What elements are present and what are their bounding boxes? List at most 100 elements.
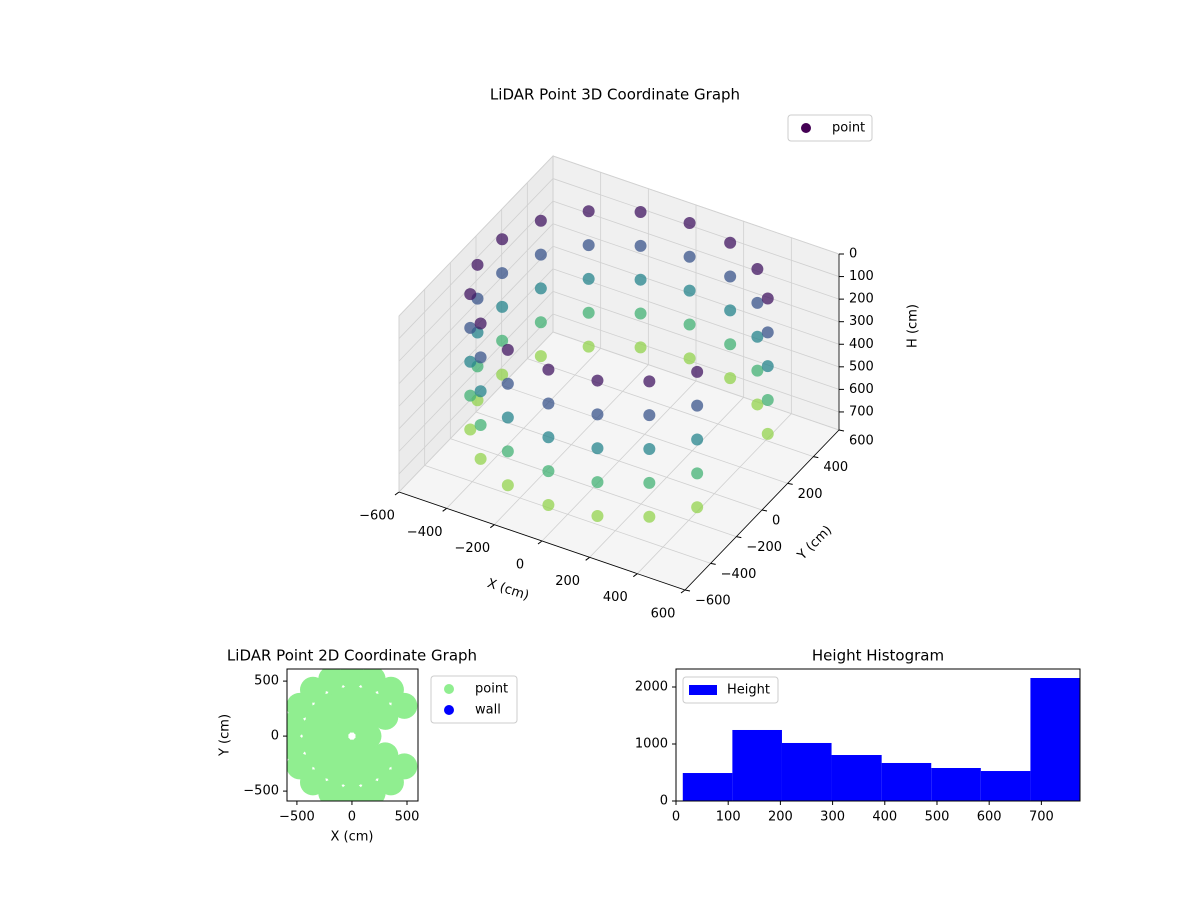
y-tick-label: −600 — [695, 594, 731, 609]
grid-line — [552, 178, 840, 277]
point — [643, 409, 656, 422]
z-tick-label: 100 — [849, 269, 874, 284]
bar — [881, 762, 932, 801]
point — [691, 399, 704, 412]
legend-marker — [444, 705, 454, 715]
legend-box — [682, 676, 779, 704]
point — [761, 360, 774, 373]
point — [582, 306, 595, 319]
point — [691, 501, 704, 514]
point — [501, 377, 514, 390]
point — [287, 692, 313, 719]
x-tick-label: 200 — [555, 574, 580, 589]
bar — [732, 729, 782, 801]
point — [359, 669, 386, 693]
axis-line — [398, 491, 686, 591]
tick-mark — [585, 556, 590, 561]
point — [287, 712, 306, 739]
axes-frame — [286, 668, 419, 802]
point — [464, 288, 477, 301]
z-tick-label: 500 — [849, 359, 874, 374]
point — [501, 343, 514, 356]
tick-mark — [394, 491, 400, 496]
grid-line — [552, 268, 840, 368]
point — [542, 431, 555, 444]
y-tick-label: 200 — [798, 487, 823, 502]
point — [534, 316, 547, 329]
point — [724, 304, 737, 317]
legend-marker — [689, 685, 717, 695]
point — [534, 350, 547, 363]
point — [496, 233, 509, 246]
point — [761, 427, 774, 440]
y-tick-label: 1000 — [635, 737, 668, 752]
point — [372, 742, 399, 769]
point — [582, 272, 595, 285]
point — [501, 479, 514, 492]
point — [724, 338, 737, 351]
x-tick-label: 200 — [768, 810, 793, 825]
legend-label: wall — [475, 703, 501, 718]
point — [591, 509, 604, 522]
z-tick-label: 600 — [849, 382, 874, 397]
grid-line — [475, 411, 763, 511]
bar — [831, 755, 882, 801]
point — [634, 341, 647, 354]
x-tick-label: 0 — [348, 810, 356, 825]
point — [751, 263, 764, 276]
point — [534, 214, 547, 227]
point — [643, 443, 656, 456]
legend-label: point — [475, 682, 508, 697]
x-tick-label: −400 — [407, 525, 443, 540]
point — [542, 397, 555, 410]
x-tick-label: −200 — [454, 541, 490, 556]
x-tick-label: 500 — [395, 810, 420, 825]
point — [474, 351, 487, 364]
chart-title: Height Histogram — [812, 647, 944, 665]
legend-box — [787, 114, 873, 142]
z-tick-label: 400 — [849, 337, 874, 352]
point — [724, 236, 737, 249]
z-axis-label: H (cm) — [906, 304, 921, 348]
x-tick-label: 400 — [872, 810, 897, 825]
grid-line — [398, 178, 554, 339]
x-tick-label: 600 — [651, 607, 676, 622]
tick-mark — [838, 429, 845, 432]
point — [496, 368, 509, 381]
y-axis-label: Y (cm) — [218, 714, 233, 757]
point — [634, 205, 647, 218]
tick-mark — [761, 509, 768, 512]
point — [591, 374, 604, 387]
point — [683, 352, 696, 365]
y-tick-label: 600 — [849, 434, 874, 449]
bar — [980, 771, 1031, 801]
point — [591, 476, 604, 489]
tick-mark — [680, 589, 686, 594]
tick-mark — [813, 456, 819, 459]
grid-line — [552, 331, 840, 431]
y-axis-label: Y (cm) — [794, 523, 835, 564]
grid-line — [450, 438, 737, 538]
grid-line — [398, 155, 554, 317]
x-tick-label: 600 — [977, 810, 1002, 825]
grid-line — [424, 464, 711, 564]
point — [391, 753, 418, 780]
x-tick-label: 500 — [925, 810, 950, 825]
point — [582, 239, 595, 252]
point — [591, 442, 604, 455]
point — [683, 250, 696, 263]
point — [542, 499, 555, 511]
point — [724, 270, 737, 283]
point — [496, 334, 509, 347]
point — [724, 372, 737, 385]
chart-title: LiDAR Point 3D Coordinate Graph — [490, 86, 740, 104]
point — [634, 239, 647, 252]
legend-marker — [801, 123, 811, 133]
z-tick-label: 300 — [849, 314, 874, 329]
axis-line — [684, 429, 840, 591]
x-axis-label: X (cm) — [331, 830, 374, 845]
tick-mark — [710, 562, 716, 565]
tick-mark — [787, 482, 793, 485]
point — [474, 385, 487, 398]
